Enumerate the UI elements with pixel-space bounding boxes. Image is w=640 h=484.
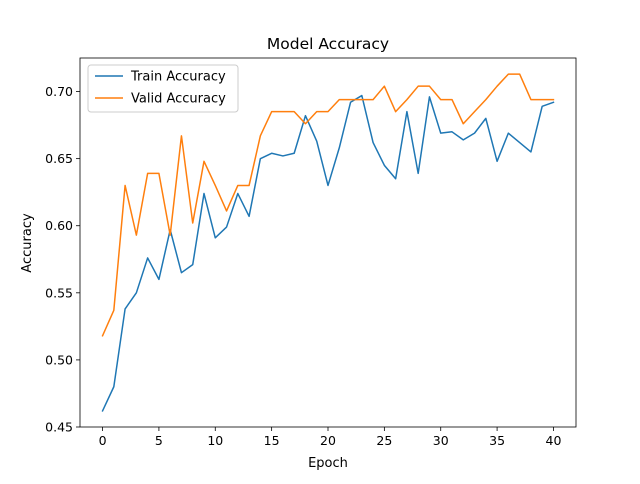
- y-axis-label: Accuracy: [20, 213, 35, 273]
- series-line-0: [101, 94, 555, 412]
- x-axis-label: Epoch: [308, 456, 348, 471]
- y-tick-label-1: 0.50: [45, 352, 73, 367]
- legend-label-1: Valid Accuracy: [131, 92, 226, 107]
- legend: Train Accuracy Valid Accuracy: [87, 64, 239, 113]
- series-line-1: [101, 73, 555, 337]
- x-tick-label-6: 30: [433, 433, 449, 448]
- y-tick-label-0: 0.45: [45, 420, 73, 435]
- x-tick-label-1: 5: [155, 433, 163, 448]
- y-tick-label-5: 0.70: [45, 84, 73, 99]
- x-tick-label-4: 20: [320, 433, 336, 448]
- y-tick-label-2: 0.55: [45, 285, 73, 300]
- chart-title: Model Accuracy: [267, 35, 389, 53]
- x-tick-label-0: 0: [99, 433, 107, 448]
- legend-box: [87, 64, 239, 113]
- legend-label-0: Train Accuracy: [130, 70, 226, 85]
- x-tick-label-2: 10: [207, 433, 223, 448]
- x-tick-label-8: 40: [546, 433, 562, 448]
- x-tick-label-5: 25: [376, 433, 392, 448]
- y-tick-label-4: 0.65: [45, 151, 73, 166]
- y-tick-label-3: 0.60: [45, 218, 73, 233]
- x-tick-label-3: 15: [264, 433, 280, 448]
- plot-area: 0 5 10 15 20 25 30 35 40 0.45 0.50 0.55 0.60 0.65 0.70: [45, 57, 577, 448]
- x-tick-label-7: 35: [489, 433, 505, 448]
